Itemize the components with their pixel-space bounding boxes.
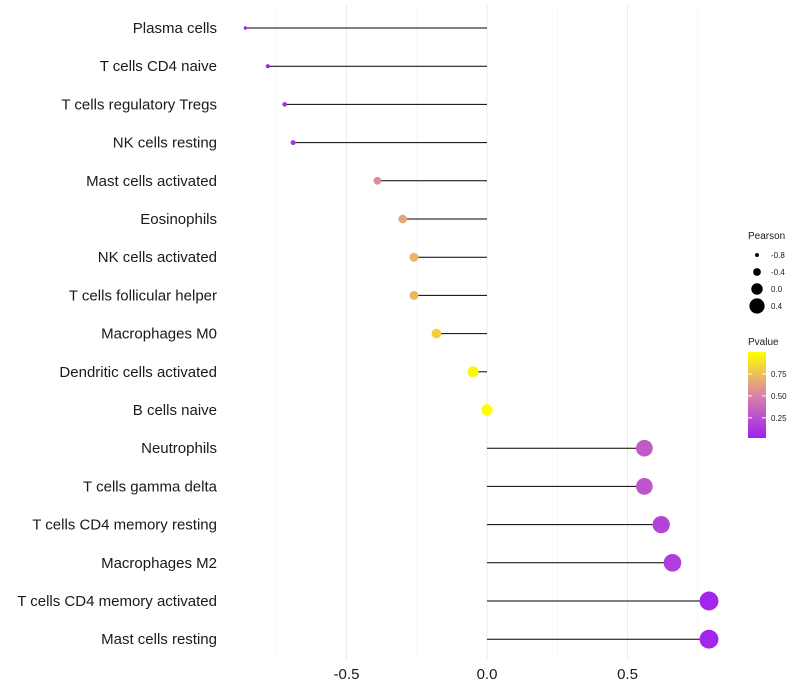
data-point: [265, 64, 270, 69]
data-point: [398, 214, 408, 224]
pvalue-legend-label: 0.75: [771, 370, 787, 379]
pearson-legend: Pearson -0.8 -0.4 0.0 0.4: [748, 231, 785, 314]
pvalue-colorbar: [748, 352, 766, 438]
data-point: [373, 176, 382, 185]
category-label: Mast cells resting: [101, 631, 217, 648]
x-tick-label: -0.5: [334, 666, 360, 683]
data-point: [699, 629, 719, 649]
category-label: T cells CD4 memory resting: [32, 517, 217, 534]
category-label: T cells follicular helper: [69, 287, 217, 304]
data-point: [409, 252, 419, 262]
pearson-legend-label: 0.0: [771, 285, 783, 294]
pvalue-legend-label: 0.25: [771, 414, 787, 423]
pearson-legend-key: [749, 298, 765, 314]
category-label: Neutrophils: [141, 440, 217, 457]
pearson-legend-key: [751, 283, 763, 295]
category-label: Macrophages M2: [101, 555, 217, 572]
pearson-legend-key: [755, 253, 759, 257]
data-point: [467, 366, 479, 378]
pvalue-legend-title: Pvalue: [748, 337, 779, 348]
data-point: [431, 328, 442, 339]
category-label: NK cells activated: [98, 249, 217, 266]
category-label: NK cells resting: [113, 135, 217, 152]
category-label: B cells naive: [133, 402, 217, 419]
grid-lines: [275, 5, 699, 660]
pvalue-legend: Pvalue 0.75 0.50 0.25: [748, 337, 787, 438]
pearson-legend-label: -0.8: [771, 251, 785, 260]
category-label: Eosinophils: [140, 211, 217, 228]
data-point: [652, 515, 670, 534]
data-point: [290, 140, 296, 146]
category-label: Plasma cells: [133, 20, 217, 37]
pearson-legend-label: 0.4: [771, 302, 783, 311]
category-label: T cells regulatory Tregs: [61, 96, 217, 113]
category-label: T cells CD4 memory activated: [17, 593, 217, 610]
category-label: Macrophages M0: [101, 326, 217, 343]
category-label: T cells gamma delta: [83, 478, 218, 495]
x-tick-label: 0.0: [477, 666, 498, 683]
data-point: [635, 439, 653, 457]
pearson-legend-key: [753, 268, 761, 276]
x-tick-label: 0.5: [617, 666, 638, 683]
data-point: [635, 478, 653, 495]
category-labels: Plasma cells T cells CD4 naive T cells reg…: [17, 20, 217, 648]
data-point: [409, 290, 419, 300]
data-point: [481, 404, 493, 416]
data-point: [282, 102, 288, 107]
category-label: Dendritic cells activated: [59, 364, 217, 381]
stems: [245, 27, 709, 640]
x-axis-ticks: -0.5 0.0 0.5: [334, 666, 638, 683]
data-point: [699, 591, 719, 611]
pearson-legend-title: Pearson: [748, 231, 785, 242]
data-point: [243, 26, 248, 30]
category-label: Mast cells activated: [86, 173, 217, 190]
pvalue-legend-label: 0.50: [771, 392, 787, 401]
category-label: T cells CD4 naive: [100, 58, 217, 75]
pearson-legend-label: -0.4: [771, 268, 785, 277]
data-point: [663, 553, 682, 572]
points: [243, 26, 719, 649]
